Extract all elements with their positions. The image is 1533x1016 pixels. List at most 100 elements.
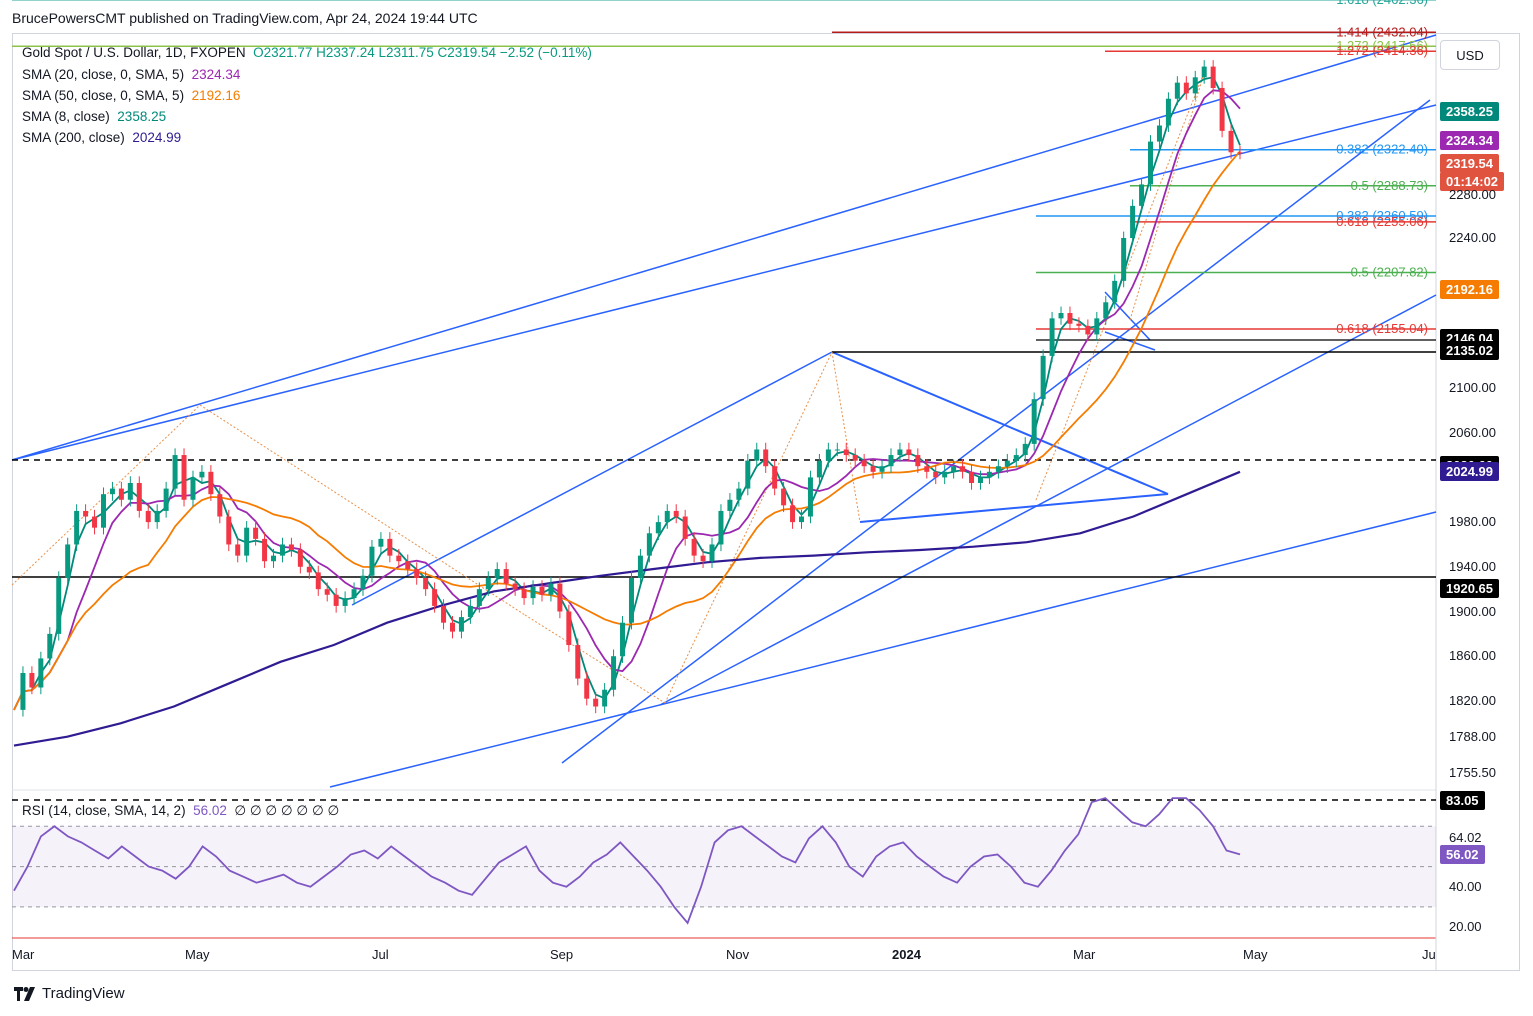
sma8-label: SMA (8, close) bbox=[22, 109, 110, 124]
fib-connector bbox=[1035, 69, 1206, 501]
price-tick: 1900.00 bbox=[1449, 603, 1496, 619]
candle-body bbox=[449, 622, 455, 632]
sma200-label: SMA (200, close) bbox=[22, 130, 125, 145]
price-badge: 2358.25 bbox=[1440, 101, 1499, 121]
rising-support-line bbox=[561, 99, 1431, 764]
price-badge: 2024.99 bbox=[1440, 462, 1499, 482]
ohlc-values: O2321.77 H2337.24 L2311.75 C2319.54 −2.5… bbox=[253, 45, 592, 60]
time-tick: Mar bbox=[12, 947, 35, 962]
candle-body bbox=[1112, 280, 1118, 303]
fib-connector bbox=[199, 404, 526, 616]
candle-body bbox=[709, 544, 715, 562]
fib-connector bbox=[11, 404, 201, 586]
fib-connector bbox=[831, 351, 861, 523]
candle-body bbox=[47, 633, 53, 659]
candle-body bbox=[888, 455, 894, 467]
candle-body bbox=[190, 477, 196, 500]
candle-body bbox=[136, 482, 142, 511]
moving-averages bbox=[13, 76, 1241, 747]
candle-body bbox=[816, 460, 822, 478]
candle-body bbox=[870, 466, 876, 472]
candle-body bbox=[235, 544, 241, 556]
price-badge: 01:14:02 bbox=[1440, 171, 1505, 191]
sma20-line bbox=[13, 89, 1241, 711]
candle-body bbox=[1103, 302, 1109, 319]
candle-body bbox=[38, 658, 44, 688]
candles bbox=[20, 60, 1243, 717]
candle-body bbox=[1156, 125, 1162, 142]
price-tick: 2280.00 bbox=[1449, 187, 1496, 203]
candle-body bbox=[924, 466, 930, 472]
candle-body bbox=[333, 594, 339, 606]
candle-body bbox=[1210, 66, 1216, 89]
chart-frame bbox=[12, 33, 1520, 971]
candle-body bbox=[369, 546, 375, 576]
tradingview-logo[interactable]: TradingView bbox=[14, 985, 125, 1002]
candle-body bbox=[637, 555, 643, 578]
legend-sma50[interactable]: SMA (50, close, 0, SMA, 5) 2192.16 bbox=[22, 88, 240, 103]
candle-body bbox=[351, 589, 357, 599]
fib-label: 1.272 (2417.56) bbox=[1336, 38, 1428, 53]
fib-connector bbox=[524, 614, 666, 704]
candle-body bbox=[199, 471, 205, 478]
channel-mid-line bbox=[11, 104, 1437, 461]
candle-body bbox=[861, 460, 867, 467]
candle-body bbox=[611, 656, 617, 690]
candle-body bbox=[279, 544, 285, 556]
candle-body bbox=[154, 510, 160, 523]
time-tick: Jul bbox=[372, 947, 389, 962]
rsi-badge: 56.02 bbox=[1440, 844, 1485, 864]
candle-body bbox=[951, 466, 957, 472]
fib-label: 0.5 (2207.82) bbox=[1351, 264, 1428, 279]
candle-body bbox=[593, 698, 599, 707]
candle-body bbox=[557, 583, 563, 612]
candle-body bbox=[718, 510, 724, 545]
tradingview-logo-icon bbox=[14, 986, 35, 1001]
sma20-value: 2324.34 bbox=[191, 67, 241, 82]
legend-rsi[interactable]: RSI (14, close, SMA, 14, 2) 56.02 ∅ ∅ ∅ … bbox=[22, 803, 339, 819]
candle-body bbox=[458, 617, 464, 632]
candle-body bbox=[74, 510, 80, 545]
candle-body bbox=[288, 544, 294, 551]
time-tick: 2024 bbox=[892, 947, 921, 962]
channel-upper-line bbox=[11, 34, 1437, 461]
time-tick: Ju bbox=[1422, 947, 1436, 962]
candle-body bbox=[441, 605, 447, 623]
time-tick: May bbox=[185, 947, 210, 962]
fib-label: 1.414 (2432.04) bbox=[1336, 24, 1428, 39]
fib-label: 0.5 (2288.73) bbox=[1351, 178, 1428, 193]
candle-body bbox=[799, 516, 805, 523]
candle-body bbox=[807, 477, 813, 517]
candle-body bbox=[977, 477, 983, 483]
symbol-label[interactable]: Gold Spot / U.S. Dollar, 1D, FXOPEN bbox=[22, 45, 246, 60]
candle-body bbox=[566, 611, 572, 646]
legend-symbol-row: Gold Spot / U.S. Dollar, 1D, FXOPEN O232… bbox=[22, 45, 592, 60]
candle-body bbox=[745, 460, 751, 489]
candle-body bbox=[306, 566, 312, 573]
legend-sma20[interactable]: SMA (20, close, 0, SMA, 5) 2324.34 bbox=[22, 67, 240, 82]
sma8-line bbox=[13, 76, 1241, 711]
candle-body bbox=[467, 605, 473, 618]
candle-body bbox=[781, 488, 787, 506]
legend-sma8[interactable]: SMA (8, close) 2358.25 bbox=[22, 109, 166, 124]
candle-body bbox=[763, 449, 769, 467]
candle-body bbox=[915, 455, 921, 467]
fib-label: 0.382 (2322.40) bbox=[1336, 142, 1428, 157]
rsi-line bbox=[13, 797, 1241, 925]
time-tick: May bbox=[1243, 947, 1268, 962]
candle-body bbox=[423, 577, 429, 590]
price-tick: 2240.00 bbox=[1449, 230, 1496, 245]
candle-body bbox=[620, 622, 626, 657]
candle-body bbox=[1049, 318, 1055, 356]
currency-button[interactable]: USD bbox=[1440, 40, 1500, 70]
candle-body bbox=[628, 577, 634, 623]
fib-label: 0.382 (2260.59) bbox=[1336, 208, 1428, 223]
channel-lower-line bbox=[351, 351, 833, 606]
candle-body bbox=[521, 589, 527, 599]
candle-body bbox=[1085, 325, 1091, 335]
price-badge: 2324.34 bbox=[1440, 131, 1499, 150]
legend-sma200[interactable]: SMA (200, close) 2024.99 bbox=[22, 130, 181, 145]
candle-body bbox=[825, 449, 831, 461]
fib-label: 0.618 (2255.06) bbox=[1336, 214, 1428, 229]
